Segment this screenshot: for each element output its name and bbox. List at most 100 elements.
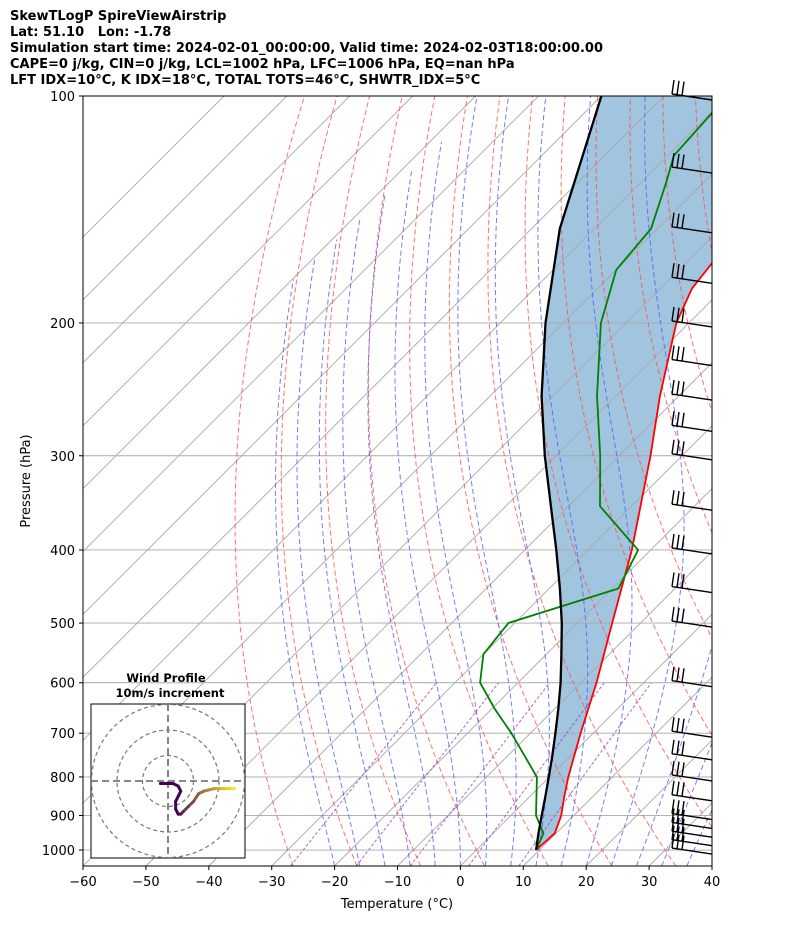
x-tick-label: 20 xyxy=(578,875,595,890)
isotherm-line xyxy=(83,110,712,741)
wind-barb xyxy=(671,572,713,594)
wind-barb xyxy=(671,833,713,855)
moist-adiabat xyxy=(686,808,712,866)
moist-adiabat xyxy=(424,141,488,866)
moist-adiabat xyxy=(367,194,436,866)
parcel-line xyxy=(534,96,603,851)
chart-header: SkewTLogP SpireViewAirstrip Lat: 51.10 L… xyxy=(10,9,603,89)
isotherm-line xyxy=(83,96,602,616)
dry-adiabat xyxy=(280,96,358,866)
mixing-ratio-line xyxy=(518,682,652,866)
isotherm-line xyxy=(208,362,712,866)
wind-barbs xyxy=(671,79,713,855)
moist-adiabat xyxy=(711,864,712,866)
x-tick-label: −30 xyxy=(258,875,285,890)
y-tick-label: 400 xyxy=(50,544,75,559)
dry-adiabat xyxy=(448,96,613,866)
isotherm-line xyxy=(83,96,539,553)
isotherm-line xyxy=(334,487,712,866)
dry-adiabat xyxy=(761,96,794,866)
hodograph-inset: Wind Profile 10m/s increment xyxy=(90,671,246,859)
x-tick-label: −60 xyxy=(69,875,96,890)
isotherm-line xyxy=(83,96,351,364)
inset-plot xyxy=(91,704,245,858)
y-axis-ticks: 1000 900 800 700 600 500 400 300 200 100 xyxy=(42,90,83,859)
x-tick-label: −10 xyxy=(384,875,411,890)
wind-barb xyxy=(671,808,713,830)
isotherm-lines xyxy=(83,96,712,866)
y-tick-label: 500 xyxy=(50,617,75,632)
moist-adiabat xyxy=(585,96,633,866)
moist-adiabat xyxy=(394,169,461,866)
y-tick-label: 800 xyxy=(50,771,75,786)
wind-barb xyxy=(671,739,713,761)
y-tick-label: 100 xyxy=(50,90,75,105)
dewpoint-line xyxy=(479,111,712,851)
wind-barb xyxy=(671,799,713,821)
wind-barb xyxy=(671,379,713,401)
dry-adiabat xyxy=(234,96,305,866)
y-tick-label: 300 xyxy=(50,450,75,465)
moist-adiabat xyxy=(636,643,712,866)
moist-adiabat xyxy=(275,279,336,866)
wind-barb xyxy=(671,212,713,234)
isotherm-line xyxy=(271,425,712,866)
x-tick-label: 0 xyxy=(456,875,464,890)
y-tick-label: 900 xyxy=(50,810,75,825)
isotherm-line xyxy=(522,676,712,866)
dry-adiabat-lines xyxy=(234,96,794,866)
wind-barb xyxy=(671,666,713,688)
x-tick-label: 10 xyxy=(515,875,532,890)
dry-adiabat xyxy=(524,96,712,829)
moist-adiabat xyxy=(342,217,411,866)
dry-adiabat xyxy=(487,96,677,866)
indices-line-1: CAPE=0 j/kg, CIN=0 j/kg, LCL=1002 hPa, L… xyxy=(10,57,515,72)
x-tick-label: 30 xyxy=(641,875,658,890)
temperature-line xyxy=(535,261,712,851)
x-axis-ticks: −60 −50 −40 −30 −20 −10 0 10 20 30 40 xyxy=(69,866,720,890)
moist-adiabat-lines xyxy=(275,96,712,866)
wind-barb xyxy=(671,152,713,174)
hodograph-segment xyxy=(192,792,201,803)
inset-subtitle: 10m/s increment xyxy=(116,686,225,700)
dry-adiabat xyxy=(728,96,794,866)
moist-adiabat xyxy=(537,96,589,866)
y-tick-label: 1000 xyxy=(42,844,75,859)
isotherm-line xyxy=(711,865,712,866)
cape-area xyxy=(536,96,712,850)
moist-adiabat xyxy=(610,96,685,866)
x-tick-label: −40 xyxy=(195,875,222,890)
wind-barb xyxy=(671,490,713,511)
wind-barb xyxy=(671,825,713,847)
mixing-ratio-line xyxy=(355,682,499,866)
cape-shading xyxy=(536,96,712,850)
wind-barb xyxy=(671,717,713,738)
profile-lines xyxy=(479,96,712,851)
dry-adiabat xyxy=(367,96,485,866)
x-tick-label: −50 xyxy=(132,875,159,890)
wind-barb xyxy=(671,606,713,628)
inset-title: Wind Profile xyxy=(126,671,206,685)
isotherm-line xyxy=(83,96,665,678)
mixing-ratio-line xyxy=(409,682,550,866)
isotherm-line xyxy=(145,299,712,866)
moist-adiabat xyxy=(296,259,361,866)
wind-barb xyxy=(671,760,713,782)
dry-adiabat xyxy=(560,96,712,737)
location-line: Lat: 51.10 Lon: -1.78 xyxy=(10,25,172,40)
x-axis-label: Temperature (°C) xyxy=(340,897,453,912)
mixing-ratio-line xyxy=(468,682,605,866)
isotherm-line xyxy=(83,96,476,490)
wind-barb xyxy=(671,533,713,555)
wind-barb xyxy=(671,439,713,461)
isotherm-line xyxy=(460,613,712,866)
wind-barb xyxy=(671,263,713,284)
times-line: Simulation start time: 2024-02-01_00:00:… xyxy=(10,41,603,56)
isotherm-line xyxy=(397,550,712,866)
chart-title: SkewTLogP SpireViewAirstrip xyxy=(10,9,227,24)
x-tick-label: 40 xyxy=(704,875,721,890)
isotherm-line xyxy=(83,96,414,427)
dry-adiabat xyxy=(595,96,712,640)
isotherm-line xyxy=(83,96,225,238)
